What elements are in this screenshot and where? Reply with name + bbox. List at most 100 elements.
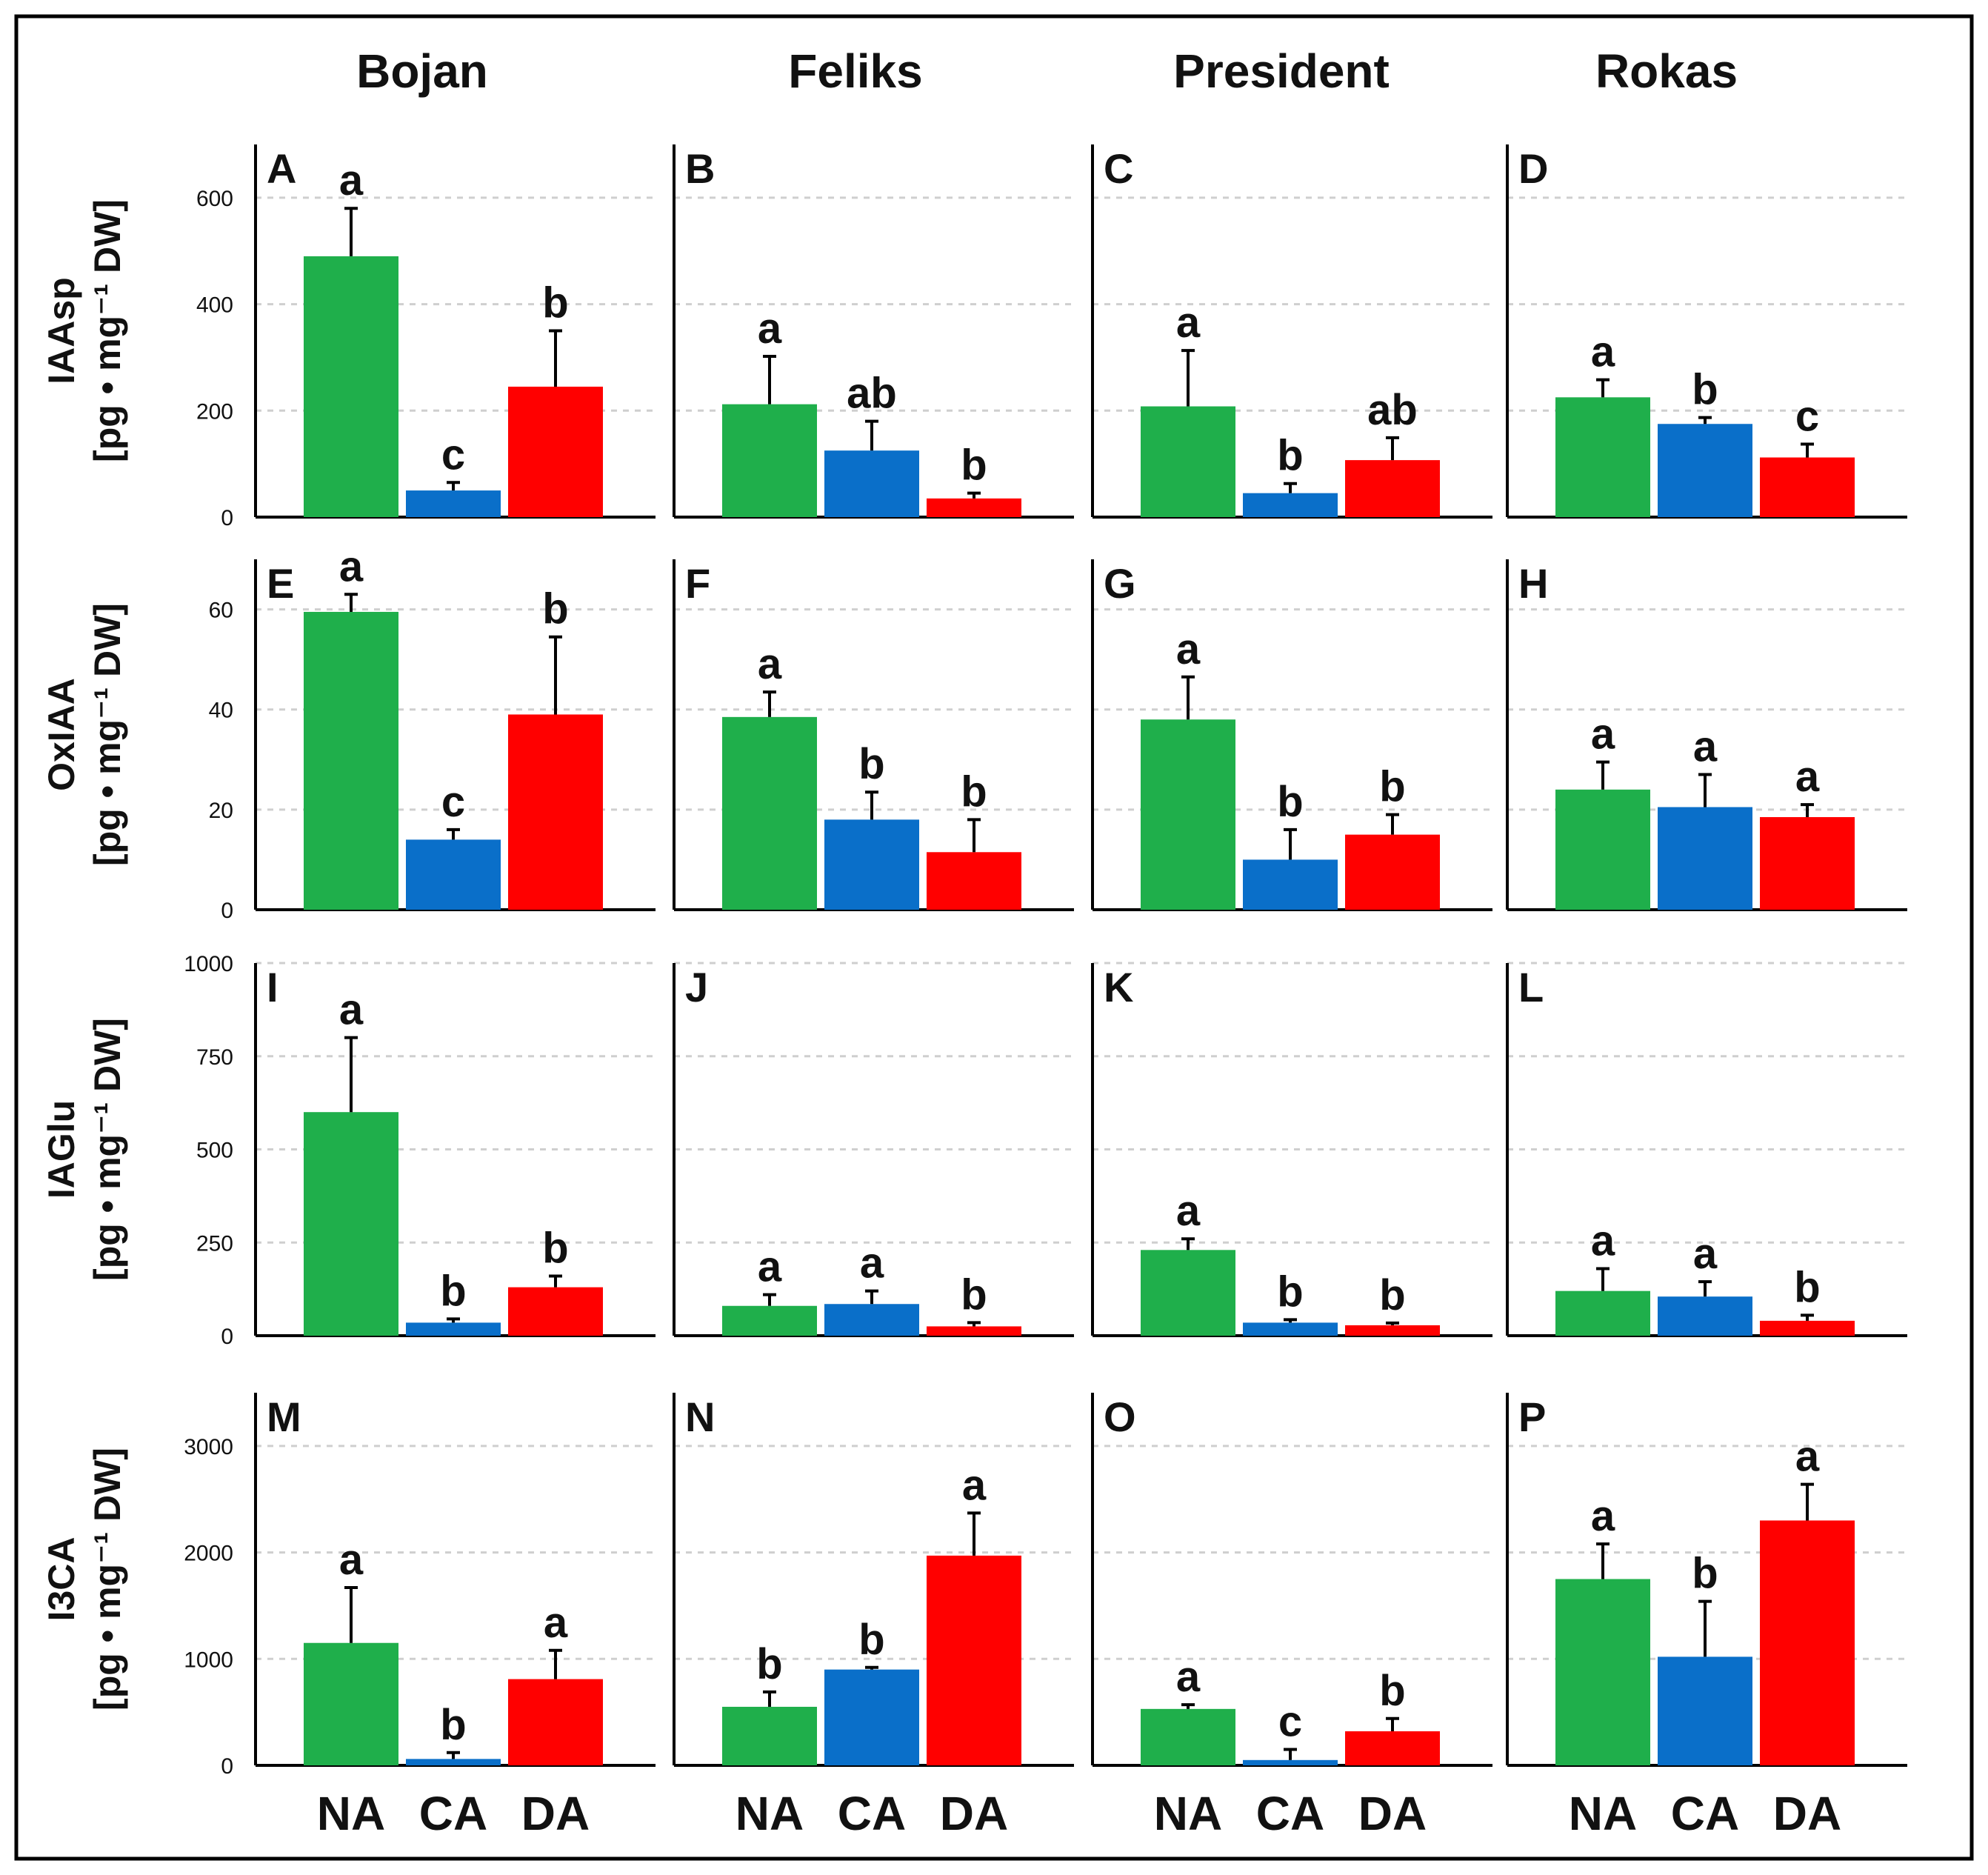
x-category-label-na: NA <box>1569 1787 1637 1840</box>
panel-h-sig-ca: a <box>1693 723 1718 771</box>
panel-o-bar-da <box>1345 1731 1440 1765</box>
panel-h-bar-da <box>1760 816 1855 910</box>
y-tick-label-iaglu: 750 <box>196 1045 233 1070</box>
panel-l-sig-da: b <box>1794 1263 1820 1311</box>
x-category-label-ca: CA <box>838 1787 906 1840</box>
panel-f-bar-na <box>722 716 817 910</box>
y-tick-label-i3ca: 3000 <box>184 1435 233 1459</box>
panel-b-sig-da: b <box>961 442 987 490</box>
panel-o-bar-ca <box>1243 1759 1338 1765</box>
y-tick-label-iaasp: 200 <box>196 399 233 424</box>
panel-k-bar-da <box>1345 1325 1440 1336</box>
panel-g-sig-ca: b <box>1277 778 1303 826</box>
y-axis-label-iaglu: IAGlu <box>41 1100 82 1199</box>
panel-b-bar-ca <box>824 450 919 517</box>
panel-d-bar-na <box>1555 397 1650 517</box>
panel-e-letter: E <box>267 560 294 607</box>
panel-h-letter: H <box>1518 560 1548 607</box>
panel-j-bar-ca <box>824 1304 919 1336</box>
panel-h-bar-ca <box>1658 807 1752 910</box>
panel-m-sig-da: a <box>544 1599 568 1647</box>
panel-i-sig-ca: b <box>440 1267 466 1315</box>
panel-b-sig-ca: ab <box>847 370 897 418</box>
panel-i-sig-da: b <box>542 1225 568 1273</box>
panel-p-sig-da: a <box>1795 1433 1820 1481</box>
panel-e-sig-da: b <box>542 585 568 633</box>
panel-k-sig-da: b <box>1379 1271 1405 1319</box>
y-tick-label-oxiaa: 20 <box>209 799 233 823</box>
panel-d-sig-da: c <box>1795 393 1819 441</box>
panel-p-bar-da <box>1760 1520 1855 1765</box>
y-tick-label-iaasp: 0 <box>221 506 233 530</box>
panel-n-sig-da: a <box>962 1461 987 1509</box>
panel-f-bar-da <box>927 852 1021 910</box>
panel-n-bar-ca <box>824 1669 919 1765</box>
panel-k-bar-na <box>1141 1250 1235 1336</box>
panel-g-bar-ca <box>1243 859 1338 910</box>
y-axis-unit-i3ca: [pg • mg⁻¹ DW] <box>87 1448 128 1711</box>
panel-f-letter: F <box>685 560 710 607</box>
x-category-label-ca: CA <box>419 1787 487 1840</box>
y-tick-label-iaglu: 250 <box>196 1231 233 1256</box>
panel-g-bar-na <box>1141 719 1235 910</box>
x-category-label-na: NA <box>317 1787 385 1840</box>
panel-b-bar-na <box>722 404 817 517</box>
panel-l-sig-ca: a <box>1693 1230 1718 1278</box>
panel-b-letter: B <box>685 145 715 192</box>
y-tick-label-iaglu: 1000 <box>184 952 233 976</box>
panel-c-bar-ca <box>1243 493 1338 517</box>
panel-e-bar-da <box>508 714 603 910</box>
y-tick-label-oxiaa: 40 <box>209 699 233 723</box>
panel-c-bar-da <box>1345 460 1440 517</box>
panel-f-sig-ca: b <box>858 740 884 788</box>
y-axis-label-iaasp: IAAsp <box>41 277 82 384</box>
panel-m-bar-na <box>304 1642 398 1765</box>
panel-m-bar-da <box>508 1679 603 1765</box>
panel-b-sig-na: a <box>758 304 782 353</box>
panel-h-sig-na: a <box>1591 710 1615 759</box>
y-tick-label-oxiaa: 0 <box>221 899 233 923</box>
panel-n-bar-na <box>722 1706 817 1765</box>
column-title-rokas: Rokas <box>1595 44 1738 98</box>
panel-n-bar-da <box>927 1555 1021 1765</box>
panel-e-sig-ca: c <box>441 778 465 826</box>
panel-j-letter: J <box>685 964 708 1010</box>
panel-o-letter: O <box>1104 1393 1136 1440</box>
panel-j-sig-ca: a <box>860 1239 884 1288</box>
panel-m-sig-ca: b <box>440 1701 466 1749</box>
panel-h-bar-na <box>1555 789 1650 910</box>
panel-d-bar-da <box>1760 457 1855 517</box>
x-category-label-da: DA <box>521 1787 590 1840</box>
y-axis-label-i3ca: I3CA <box>41 1537 82 1622</box>
panel-g-sig-na: a <box>1176 625 1201 673</box>
panel-a-bar-ca <box>406 490 501 517</box>
panel-e-bar-ca <box>406 839 501 910</box>
panel-c-sig-na: a <box>1176 299 1201 347</box>
y-tick-label-oxiaa: 60 <box>209 599 233 623</box>
panel-k-sig-na: a <box>1176 1187 1201 1235</box>
panel-i-letter: I <box>267 964 278 1010</box>
y-tick-label-i3ca: 2000 <box>184 1542 233 1566</box>
x-category-label-da: DA <box>1773 1787 1841 1840</box>
panel-f-sig-na: a <box>758 640 782 688</box>
panel-a-bar-na <box>304 256 398 517</box>
panel-o-sig-ca: c <box>1278 1697 1302 1745</box>
panel-g-letter: G <box>1104 560 1136 607</box>
column-title-president: President <box>1173 44 1390 98</box>
panel-e-sig-na: a <box>339 542 364 590</box>
panel-d-sig-ca: b <box>1692 366 1718 414</box>
x-category-label-ca: CA <box>1256 1787 1324 1840</box>
panel-d-sig-na: a <box>1591 328 1615 376</box>
panel-a-sig-da: b <box>542 279 568 327</box>
panel-e-bar-na <box>304 611 398 910</box>
panel-l-letter: L <box>1518 964 1544 1010</box>
panel-j-bar-da <box>927 1326 1021 1336</box>
panel-o-bar-na <box>1141 1708 1235 1765</box>
panel-a-bar-da <box>508 386 603 517</box>
y-tick-label-iaglu: 0 <box>221 1325 233 1349</box>
panel-j-sig-na: a <box>758 1243 782 1291</box>
panel-d-letter: D <box>1518 145 1548 192</box>
panel-p-sig-ca: b <box>1692 1550 1718 1598</box>
